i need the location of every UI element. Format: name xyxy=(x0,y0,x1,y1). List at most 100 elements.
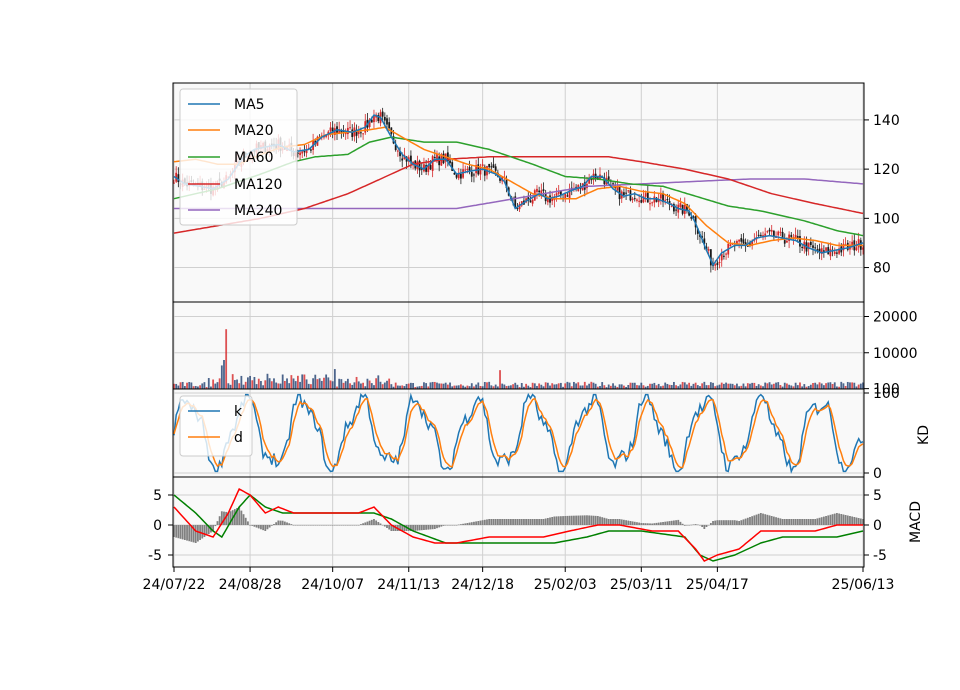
candle-body xyxy=(757,234,760,236)
macd-bar xyxy=(592,515,595,525)
volume-bar xyxy=(603,385,606,389)
volume-bar xyxy=(699,386,701,389)
macd-bar xyxy=(575,515,577,525)
macd-bar xyxy=(638,522,641,525)
volume-bar xyxy=(329,380,332,389)
candle-body xyxy=(516,208,519,210)
macd-bar xyxy=(712,521,714,525)
volume-bar xyxy=(236,379,238,389)
macd-bar xyxy=(388,525,391,530)
macd-bar xyxy=(794,519,797,525)
macd-bar xyxy=(586,515,588,525)
macd-bar xyxy=(186,525,188,541)
macd-bar xyxy=(533,519,536,525)
volume-bar xyxy=(757,384,760,389)
volume-bar xyxy=(205,387,208,389)
macd-bar xyxy=(644,523,647,525)
macd-bar xyxy=(451,525,454,526)
volume-bar xyxy=(494,384,497,389)
macd-bar xyxy=(520,519,523,525)
macd-bar xyxy=(427,525,430,530)
macd-bar xyxy=(455,525,458,526)
volume-bar xyxy=(364,386,367,389)
volume-bar xyxy=(546,382,549,389)
candle-body xyxy=(631,198,634,201)
macd-bar xyxy=(370,519,373,525)
volume-bar xyxy=(542,386,545,389)
volume-bar xyxy=(692,383,695,389)
candle-body xyxy=(766,231,769,233)
macd-bar xyxy=(442,525,445,526)
volume-bar xyxy=(240,375,243,389)
macd-bar xyxy=(466,523,469,525)
candle-body xyxy=(716,262,719,266)
macd-bar xyxy=(299,525,301,526)
macd-bar xyxy=(353,525,356,526)
candle-body xyxy=(627,190,630,192)
macd-bar xyxy=(736,520,738,525)
volume-bar xyxy=(677,386,680,389)
volume-bar xyxy=(470,383,473,389)
volume-bar xyxy=(177,385,180,389)
macd-bar xyxy=(744,518,747,525)
macd-bar xyxy=(316,525,319,526)
volume-bar xyxy=(273,378,275,389)
volume-bar xyxy=(725,382,727,389)
volume-bar xyxy=(410,382,412,389)
macd-bar xyxy=(631,521,634,525)
volume-bar xyxy=(720,382,723,389)
candle-body xyxy=(751,241,754,246)
volume-bar xyxy=(790,385,793,389)
volume-bar xyxy=(190,382,193,389)
candle-body xyxy=(451,162,454,172)
macd-bar xyxy=(294,525,297,526)
macd-bar xyxy=(453,525,456,526)
volume-bar xyxy=(388,378,391,389)
macd-bar xyxy=(253,525,256,527)
macd-bar xyxy=(659,522,662,525)
macd-bar xyxy=(340,525,343,526)
volume-bar xyxy=(294,381,297,389)
macd-bar xyxy=(516,519,519,525)
macd-bar xyxy=(838,513,840,525)
volume-bar xyxy=(509,385,512,389)
macd-bar xyxy=(173,525,175,537)
macd-bar xyxy=(805,519,808,525)
volume-bar xyxy=(492,386,495,389)
volume-bar xyxy=(679,384,682,389)
y-tick-label: 100 xyxy=(873,211,900,227)
macd-bar xyxy=(440,525,443,527)
macd-bar xyxy=(666,521,669,525)
volume-bar xyxy=(255,384,258,389)
y-tick-label: 120 xyxy=(873,162,900,178)
macd-bar xyxy=(514,519,517,525)
macd-bar xyxy=(431,525,434,530)
candle-body xyxy=(370,119,373,123)
macd-bar xyxy=(738,521,741,525)
volume-bar xyxy=(688,382,691,389)
macd-bar xyxy=(355,525,358,526)
volume-bar xyxy=(636,385,638,389)
candle-body xyxy=(709,249,712,266)
macd-bar xyxy=(377,522,380,525)
volume-bar xyxy=(355,376,358,389)
volume-bar xyxy=(396,385,399,389)
volume-bar xyxy=(357,381,360,389)
macd-bar xyxy=(233,509,236,525)
macd-bar xyxy=(827,515,830,525)
volume-bar xyxy=(659,386,662,389)
volume-bar xyxy=(557,383,560,389)
macd-bar xyxy=(329,525,332,526)
macd-bar xyxy=(699,525,701,526)
candle-body xyxy=(612,183,614,185)
volume-bar xyxy=(407,383,410,389)
volume-bar xyxy=(286,378,288,389)
volume-bar xyxy=(299,381,301,389)
macd-bar xyxy=(220,511,223,525)
volume-bar xyxy=(831,383,834,389)
y-tick-label: 0 xyxy=(873,518,882,534)
volume-bar xyxy=(201,383,204,389)
volume-bar xyxy=(668,384,671,389)
macd-bar xyxy=(490,519,493,525)
candle-body xyxy=(529,200,532,203)
